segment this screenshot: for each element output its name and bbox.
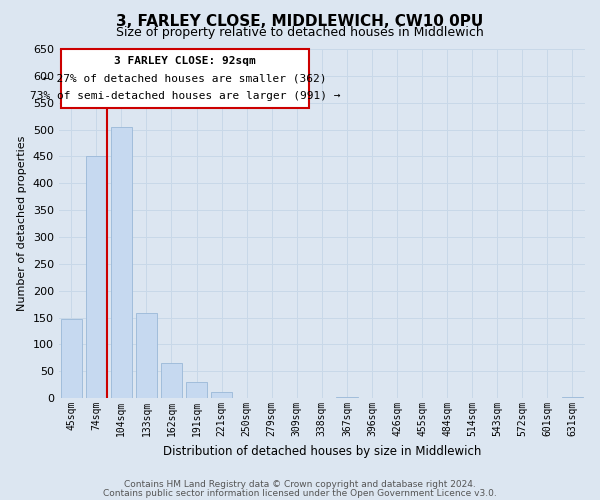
Bar xyxy=(136,314,157,398)
Text: Contains public sector information licensed under the Open Government Licence v3: Contains public sector information licen… xyxy=(103,488,497,498)
FancyBboxPatch shape xyxy=(61,49,309,108)
Bar xyxy=(562,397,583,398)
Bar xyxy=(161,362,182,398)
Bar xyxy=(110,127,132,398)
Bar xyxy=(186,382,207,398)
Text: Size of property relative to detached houses in Middlewich: Size of property relative to detached ho… xyxy=(116,26,484,39)
Bar xyxy=(86,156,107,398)
Text: 3, FARLEY CLOSE, MIDDLEWICH, CW10 0PU: 3, FARLEY CLOSE, MIDDLEWICH, CW10 0PU xyxy=(116,14,484,29)
Bar xyxy=(211,392,232,398)
Text: 73% of semi-detached houses are larger (991) →: 73% of semi-detached houses are larger (… xyxy=(30,92,340,102)
Y-axis label: Number of detached properties: Number of detached properties xyxy=(17,136,27,312)
X-axis label: Distribution of detached houses by size in Middlewich: Distribution of detached houses by size … xyxy=(163,444,481,458)
Text: ← 27% of detached houses are smaller (362): ← 27% of detached houses are smaller (36… xyxy=(43,74,327,84)
Bar xyxy=(61,318,82,398)
Bar xyxy=(336,397,358,398)
Text: Contains HM Land Registry data © Crown copyright and database right 2024.: Contains HM Land Registry data © Crown c… xyxy=(124,480,476,489)
Text: 3 FARLEY CLOSE: 92sqm: 3 FARLEY CLOSE: 92sqm xyxy=(114,56,256,66)
